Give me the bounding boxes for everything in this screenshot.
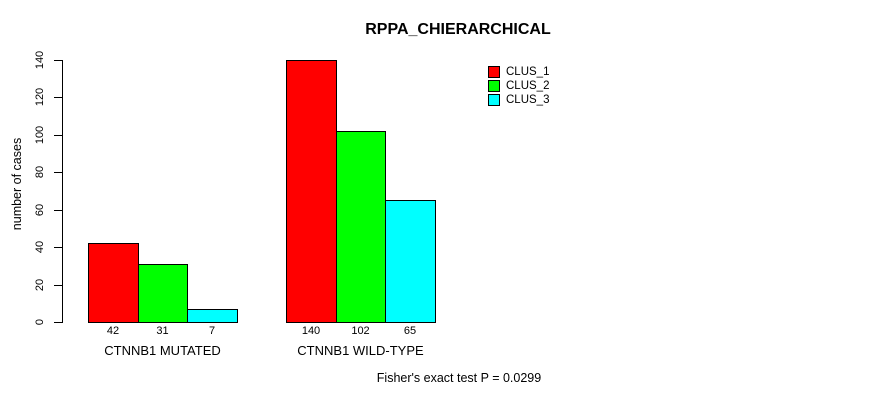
legend-item: CLUS_1 bbox=[488, 66, 549, 78]
y-tick-mark bbox=[54, 247, 62, 248]
category-label: CTNNB1 MUTATED bbox=[104, 343, 221, 358]
y-tick-mark bbox=[54, 172, 62, 173]
y-tick-mark bbox=[54, 210, 62, 211]
bar-value-label: 7 bbox=[208, 325, 216, 337]
bar-value-label: 42 bbox=[106, 325, 120, 337]
legend-item-label: CLUS_3 bbox=[506, 94, 550, 106]
bar-clus_2-group1 bbox=[138, 264, 188, 323]
category-label: CTNNB1 WILD-TYPE bbox=[297, 343, 424, 358]
y-tick-label: 120 bbox=[34, 87, 46, 107]
y-tick-mark bbox=[54, 135, 62, 136]
y-tick-mark bbox=[54, 97, 62, 98]
y-tick-label: 20 bbox=[34, 278, 46, 292]
bar-value-label: 102 bbox=[351, 325, 370, 337]
y-tick-label: 0 bbox=[34, 318, 46, 326]
chart-title: RPPA_CHIERARCHICAL bbox=[365, 21, 551, 38]
legend-swatch-clus_3 bbox=[488, 94, 500, 106]
annotation-fisher-test: Fisher's exact test P = 0.0299 bbox=[376, 371, 542, 385]
legend-item-label: CLUS_2 bbox=[506, 80, 550, 92]
y-tick-label: 140 bbox=[34, 50, 46, 70]
legend-swatch-clus_2 bbox=[488, 80, 500, 92]
y-axis-label: number of cases bbox=[10, 137, 24, 231]
bar-clus_1-group2 bbox=[286, 60, 337, 323]
y-tick-mark bbox=[54, 285, 62, 286]
bar-clus_3-group2 bbox=[385, 200, 436, 323]
bar-clus_1-group1 bbox=[88, 243, 139, 323]
y-tick-label: 40 bbox=[34, 240, 46, 254]
legend-item: CLUS_2 bbox=[488, 80, 549, 92]
y-tick-label: 80 bbox=[34, 165, 46, 179]
y-tick-mark bbox=[54, 322, 62, 323]
bar-clus_3-group1 bbox=[187, 309, 238, 323]
bar-clus_2-group2 bbox=[336, 131, 386, 323]
y-tick-mark bbox=[54, 60, 62, 61]
y-tick-label: 60 bbox=[34, 203, 46, 217]
legend-item-label: CLUS_1 bbox=[506, 66, 550, 78]
bar-value-label: 65 bbox=[403, 325, 417, 337]
legend-item: CLUS_3 bbox=[488, 94, 549, 106]
y-axis-line bbox=[62, 60, 63, 323]
y-tick-label: 100 bbox=[34, 125, 46, 145]
bar-value-label: 140 bbox=[301, 325, 321, 337]
bar-value-label: 31 bbox=[156, 325, 169, 337]
legend-swatch-clus_1 bbox=[488, 66, 500, 78]
legend: CLUS_1 CLUS_2 CLUS_3 bbox=[488, 66, 549, 108]
